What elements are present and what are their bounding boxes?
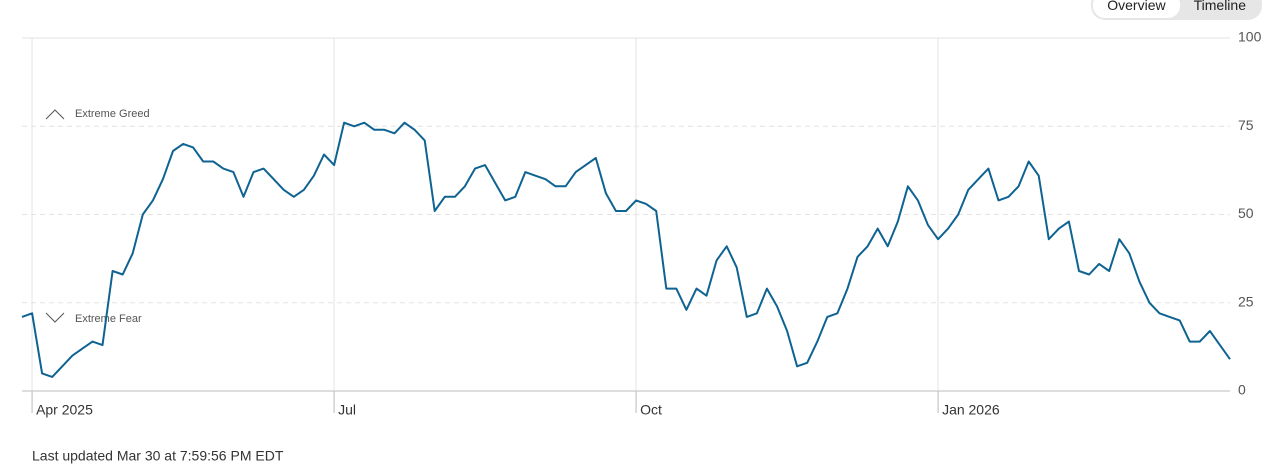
annotation: Extreme Greed [75,108,150,120]
fear-icon [45,312,65,323]
x-tick-label: Apr 2025 [36,402,93,418]
tab-overview[interactable]: Overview [1093,0,1180,18]
x-tick-label: Jan 2026 [942,402,1000,418]
view-toggle: Overview Timeline [1091,0,1262,20]
y-tick-label: 0 [1238,382,1246,398]
x-tick-label: Oct [640,402,662,418]
footnote: Last updated Mar 30 at 7:59:56 PM EDT [32,448,284,464]
tab-timeline[interactable]: Timeline [1193,0,1246,13]
greed-icon [45,109,65,120]
y-tick-label: 50 [1238,205,1254,221]
line [21,121,1231,378]
y-tick-label: 100 [1238,29,1262,45]
y-tick-label: 75 [1238,117,1254,133]
x-tick-label: Jul [338,402,356,418]
y-tick-label: 25 [1238,293,1254,309]
annotation: Extreme Fear [75,313,142,325]
